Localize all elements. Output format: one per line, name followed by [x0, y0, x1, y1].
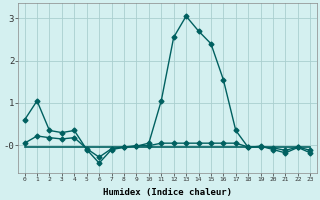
X-axis label: Humidex (Indice chaleur): Humidex (Indice chaleur): [103, 188, 232, 197]
